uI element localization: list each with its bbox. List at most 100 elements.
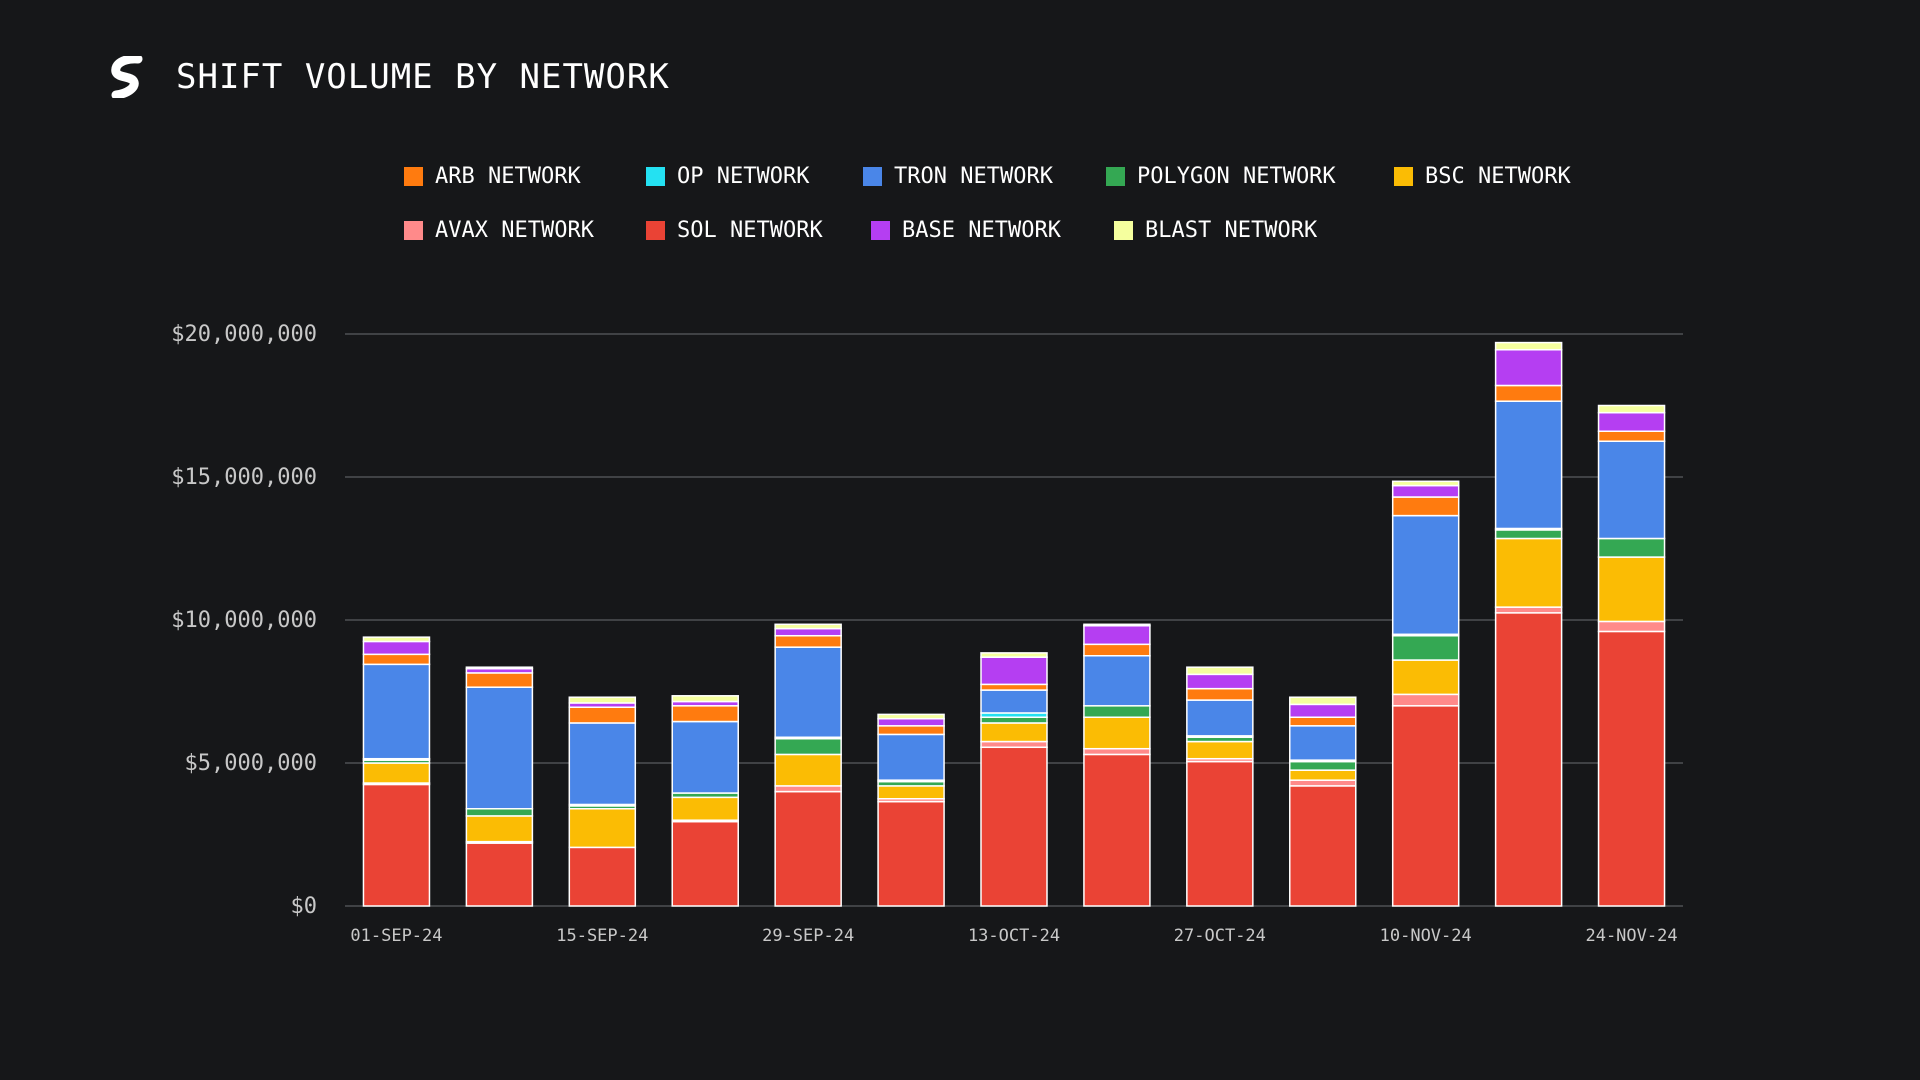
- bar-segment[interactable]: [362, 762, 431, 784]
- bar-segment[interactable]: [1186, 699, 1254, 737]
- bar-segment[interactable]: [465, 672, 534, 688]
- bar-segment[interactable]: [671, 796, 739, 821]
- bar-segment[interactable]: [1391, 480, 1460, 487]
- bar-segment[interactable]: [1391, 484, 1460, 498]
- bar-segment[interactable]: [1597, 430, 1666, 442]
- bar-segment[interactable]: [1083, 624, 1151, 646]
- bar-segment[interactable]: [1289, 696, 1357, 706]
- bar-segment[interactable]: [1186, 687, 1254, 701]
- bar-segment[interactable]: [774, 790, 842, 907]
- bar-segment[interactable]: [1597, 411, 1666, 432]
- bar-segment[interactable]: [1289, 703, 1357, 718]
- bar-segment[interactable]: [877, 713, 945, 720]
- bar-segment[interactable]: [1494, 612, 1563, 907]
- bar-segment[interactable]: [774, 623, 842, 630]
- bar-segment[interactable]: [774, 634, 842, 648]
- bar-segment[interactable]: [877, 785, 945, 800]
- bar-segment[interactable]: [1494, 348, 1563, 387]
- bar-segment[interactable]: [465, 808, 534, 817]
- bar-segment[interactable]: [774, 737, 842, 756]
- bar-segment[interactable]: [1494, 606, 1563, 614]
- bar-segment[interactable]: [1391, 659, 1460, 696]
- bar-segment[interactable]: [1494, 384, 1563, 402]
- bar-segment[interactable]: [980, 683, 1048, 691]
- bar-segment[interactable]: [774, 627, 842, 637]
- bar-segment[interactable]: [1597, 620, 1666, 633]
- bar-segment[interactable]: [877, 733, 945, 781]
- bar-segment[interactable]: [1391, 496, 1460, 517]
- bar-segment[interactable]: [465, 686, 534, 810]
- bar-segment[interactable]: [774, 753, 842, 787]
- bar-segment[interactable]: [671, 820, 739, 907]
- bar-segment[interactable]: [1494, 341, 1563, 351]
- bar-segment[interactable]: [1289, 725, 1357, 761]
- bar-segment[interactable]: [465, 666, 534, 670]
- bar-segment[interactable]: [774, 785, 842, 793]
- legend-swatch-op: [646, 166, 665, 186]
- bar-segment[interactable]: [980, 656, 1048, 686]
- bar-segment[interactable]: [671, 695, 739, 703]
- bar-segment[interactable]: [1597, 556, 1666, 623]
- bar-segment[interactable]: [1289, 769, 1357, 781]
- bar-segment[interactable]: [671, 720, 739, 794]
- bar-segment[interactable]: [1289, 785, 1357, 907]
- bar-segment[interactable]: [465, 842, 534, 907]
- legend-item-avax[interactable]: AVAX NETWORK: [404, 218, 646, 243]
- bar-segment[interactable]: [671, 705, 739, 723]
- bar-segment[interactable]: [568, 696, 637, 704]
- bar-segment[interactable]: [362, 636, 431, 643]
- bar-segment[interactable]: [568, 722, 637, 806]
- legend-item-op[interactable]: OP NETWORK: [646, 164, 863, 189]
- bar-segment[interactable]: [1083, 643, 1151, 657]
- bar-segment[interactable]: [980, 746, 1048, 907]
- bar-segment[interactable]: [1186, 760, 1254, 907]
- legend-item-base[interactable]: BASE NETWORK: [871, 218, 1114, 243]
- legend-item-blast[interactable]: BLAST NETWORK: [1114, 218, 1317, 243]
- legend-item-tron[interactable]: TRON NETWORK: [863, 164, 1106, 189]
- bar-segment[interactable]: [1597, 630, 1666, 907]
- bar-segment[interactable]: [1391, 514, 1460, 636]
- bar-segment[interactable]: [568, 808, 637, 849]
- bar-segment[interactable]: [1083, 753, 1151, 907]
- bar-segment[interactable]: [980, 652, 1048, 658]
- bar-segment[interactable]: [1494, 537, 1563, 608]
- bar-segment[interactable]: [1494, 529, 1563, 540]
- bar-segment[interactable]: [1391, 634, 1460, 661]
- bar-segment[interactable]: [980, 716, 1048, 724]
- bar-segment[interactable]: [362, 783, 431, 907]
- legend-item-arb[interactable]: ARB NETWORK: [404, 164, 646, 189]
- bar-segment[interactable]: [877, 725, 945, 736]
- bar-segment[interactable]: [1083, 716, 1151, 750]
- bar-segment[interactable]: [1289, 716, 1357, 727]
- bar-segment[interactable]: [774, 646, 842, 739]
- bar-segment[interactable]: [465, 815, 534, 843]
- bar-segment[interactable]: [1083, 705, 1151, 718]
- legend-item-polygon[interactable]: POLYGON NETWORK: [1106, 164, 1394, 189]
- bar-segment[interactable]: [568, 846, 637, 907]
- bar-segment[interactable]: [980, 689, 1048, 714]
- bar-segment[interactable]: [1083, 747, 1151, 756]
- bar-segment[interactable]: [362, 663, 431, 760]
- bar-segment[interactable]: [980, 722, 1048, 743]
- bar-segment[interactable]: [362, 640, 431, 656]
- bar-segment[interactable]: [1289, 779, 1357, 787]
- bar-segment[interactable]: [568, 706, 637, 724]
- bar-segment[interactable]: [1083, 655, 1151, 707]
- legend-item-sol[interactable]: SOL NETWORK: [646, 218, 871, 243]
- bar-segment[interactable]: [877, 800, 945, 907]
- bar-segment[interactable]: [1391, 693, 1460, 707]
- bar-segment[interactable]: [1186, 740, 1254, 760]
- bar-segment[interactable]: [1597, 404, 1666, 414]
- bar-segment[interactable]: [1391, 705, 1460, 907]
- bar-segment[interactable]: [877, 717, 945, 727]
- bar-segment[interactable]: [1186, 673, 1254, 690]
- bar-segment[interactable]: [980, 740, 1048, 749]
- bar-segment[interactable]: [1289, 760, 1357, 771]
- bar-segment[interactable]: [1186, 666, 1254, 676]
- bar-segment[interactable]: [1083, 623, 1151, 627]
- bar-segment[interactable]: [1597, 440, 1666, 540]
- bar-segment[interactable]: [362, 653, 431, 666]
- legend-item-bsc[interactable]: BSC NETWORK: [1394, 164, 1571, 189]
- bar-segment[interactable]: [1597, 537, 1666, 558]
- bar-segment[interactable]: [1494, 400, 1563, 530]
